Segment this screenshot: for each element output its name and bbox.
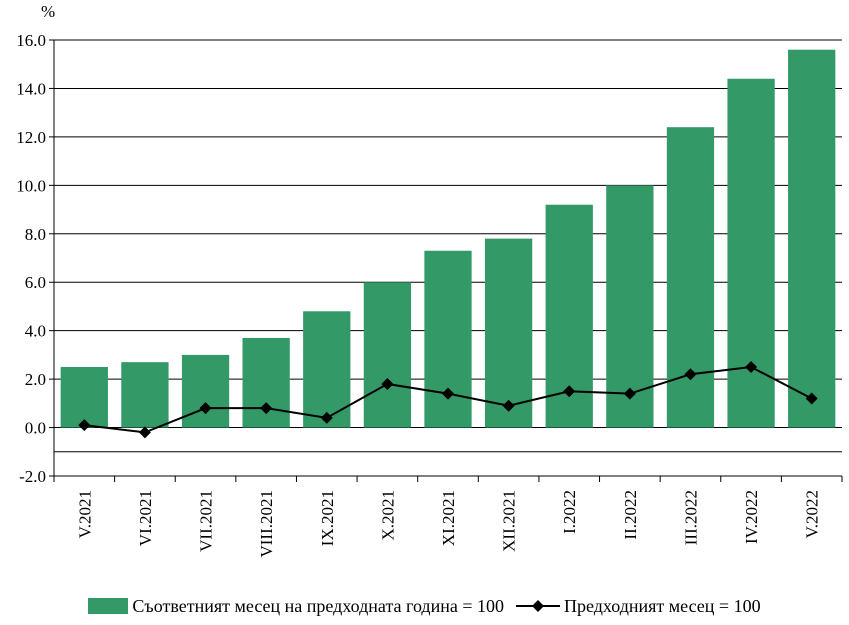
x-tick-label: X.2021 [378,490,397,541]
x-tick-label: IV.2022 [742,490,761,544]
line-point [805,392,818,405]
y-axis-ticks: -2.0 0.0 2.0 4.0 6.0 8.0 10.0 12.0 14.0 16.0 [16,31,54,486]
x-tick-label: VI.2021 [136,490,155,546]
legend-item-bar: Съответният месец на предходната година … [88,596,504,617]
bar [303,311,351,428]
bar [121,362,169,428]
y-tick-label: 2.0 [25,370,46,389]
bar [606,185,654,428]
chart-canvas: % -2.0 0.0 2.0 4.0 6.0 8.0 10.0 12.0 14.0 16.0 V.… [16,2,843,558]
line-point [320,411,333,424]
y-unit-label: % [41,2,55,21]
x-tick-label: II.2022 [621,490,640,540]
legend: Съответният месец на предходната година … [0,592,849,620]
y-tick-label: 10.0 [16,176,46,195]
bar [363,282,412,428]
bar [484,238,533,428]
legend-bar-label: Съответният месец на предходната година … [132,595,504,616]
x-tick-label: VIII.2021 [257,490,276,558]
bar [424,250,472,428]
bar [181,354,230,428]
y-tick-label: 14.0 [16,79,46,98]
x-axis-ticks: V.2021 VI.2021 VII.2021 VIII.2021 IX.2021 X.2… [75,490,821,558]
line-point [138,426,151,439]
line-series [78,361,818,439]
y-tick-label: 12.0 [16,128,46,147]
line-point [381,377,394,390]
bar [666,127,715,428]
line-point [502,399,515,412]
legend-line-label: Предходният месец = 100 [564,595,761,616]
line-point [199,402,212,415]
y-tick-label: 16.0 [16,31,46,50]
legend-bar-swatch [88,598,129,614]
bar [788,49,836,428]
x-tick-label: IX.2021 [318,490,337,546]
x-tick-label: XII.2021 [500,490,519,552]
y-tick-label: 4.0 [25,322,46,341]
axes [53,40,843,482]
x-tick-label: XI.2021 [439,490,458,546]
y-tick-label: -2.0 [19,467,46,486]
line-point [623,387,636,400]
y-tick-label: 8.0 [25,225,46,244]
line-point [684,368,697,381]
bar [60,367,108,428]
y-tick-label: 0.0 [25,419,46,438]
x-tick-label: I.2022 [560,490,579,534]
x-tick-label: V.2022 [803,490,822,538]
y-tick-label: 6.0 [25,273,46,292]
line-point [78,419,91,432]
line-point [745,361,758,373]
legend-line-swatch [516,600,560,612]
line-point [563,385,576,398]
line-point [260,402,273,415]
x-tick-label: VII.2021 [197,490,216,552]
x-tick-label: V.2021 [75,490,94,538]
legend-item-line: Предходният месец = 100 [516,596,761,617]
line-point [442,387,454,400]
x-tick-label: III.2022 [681,490,700,545]
